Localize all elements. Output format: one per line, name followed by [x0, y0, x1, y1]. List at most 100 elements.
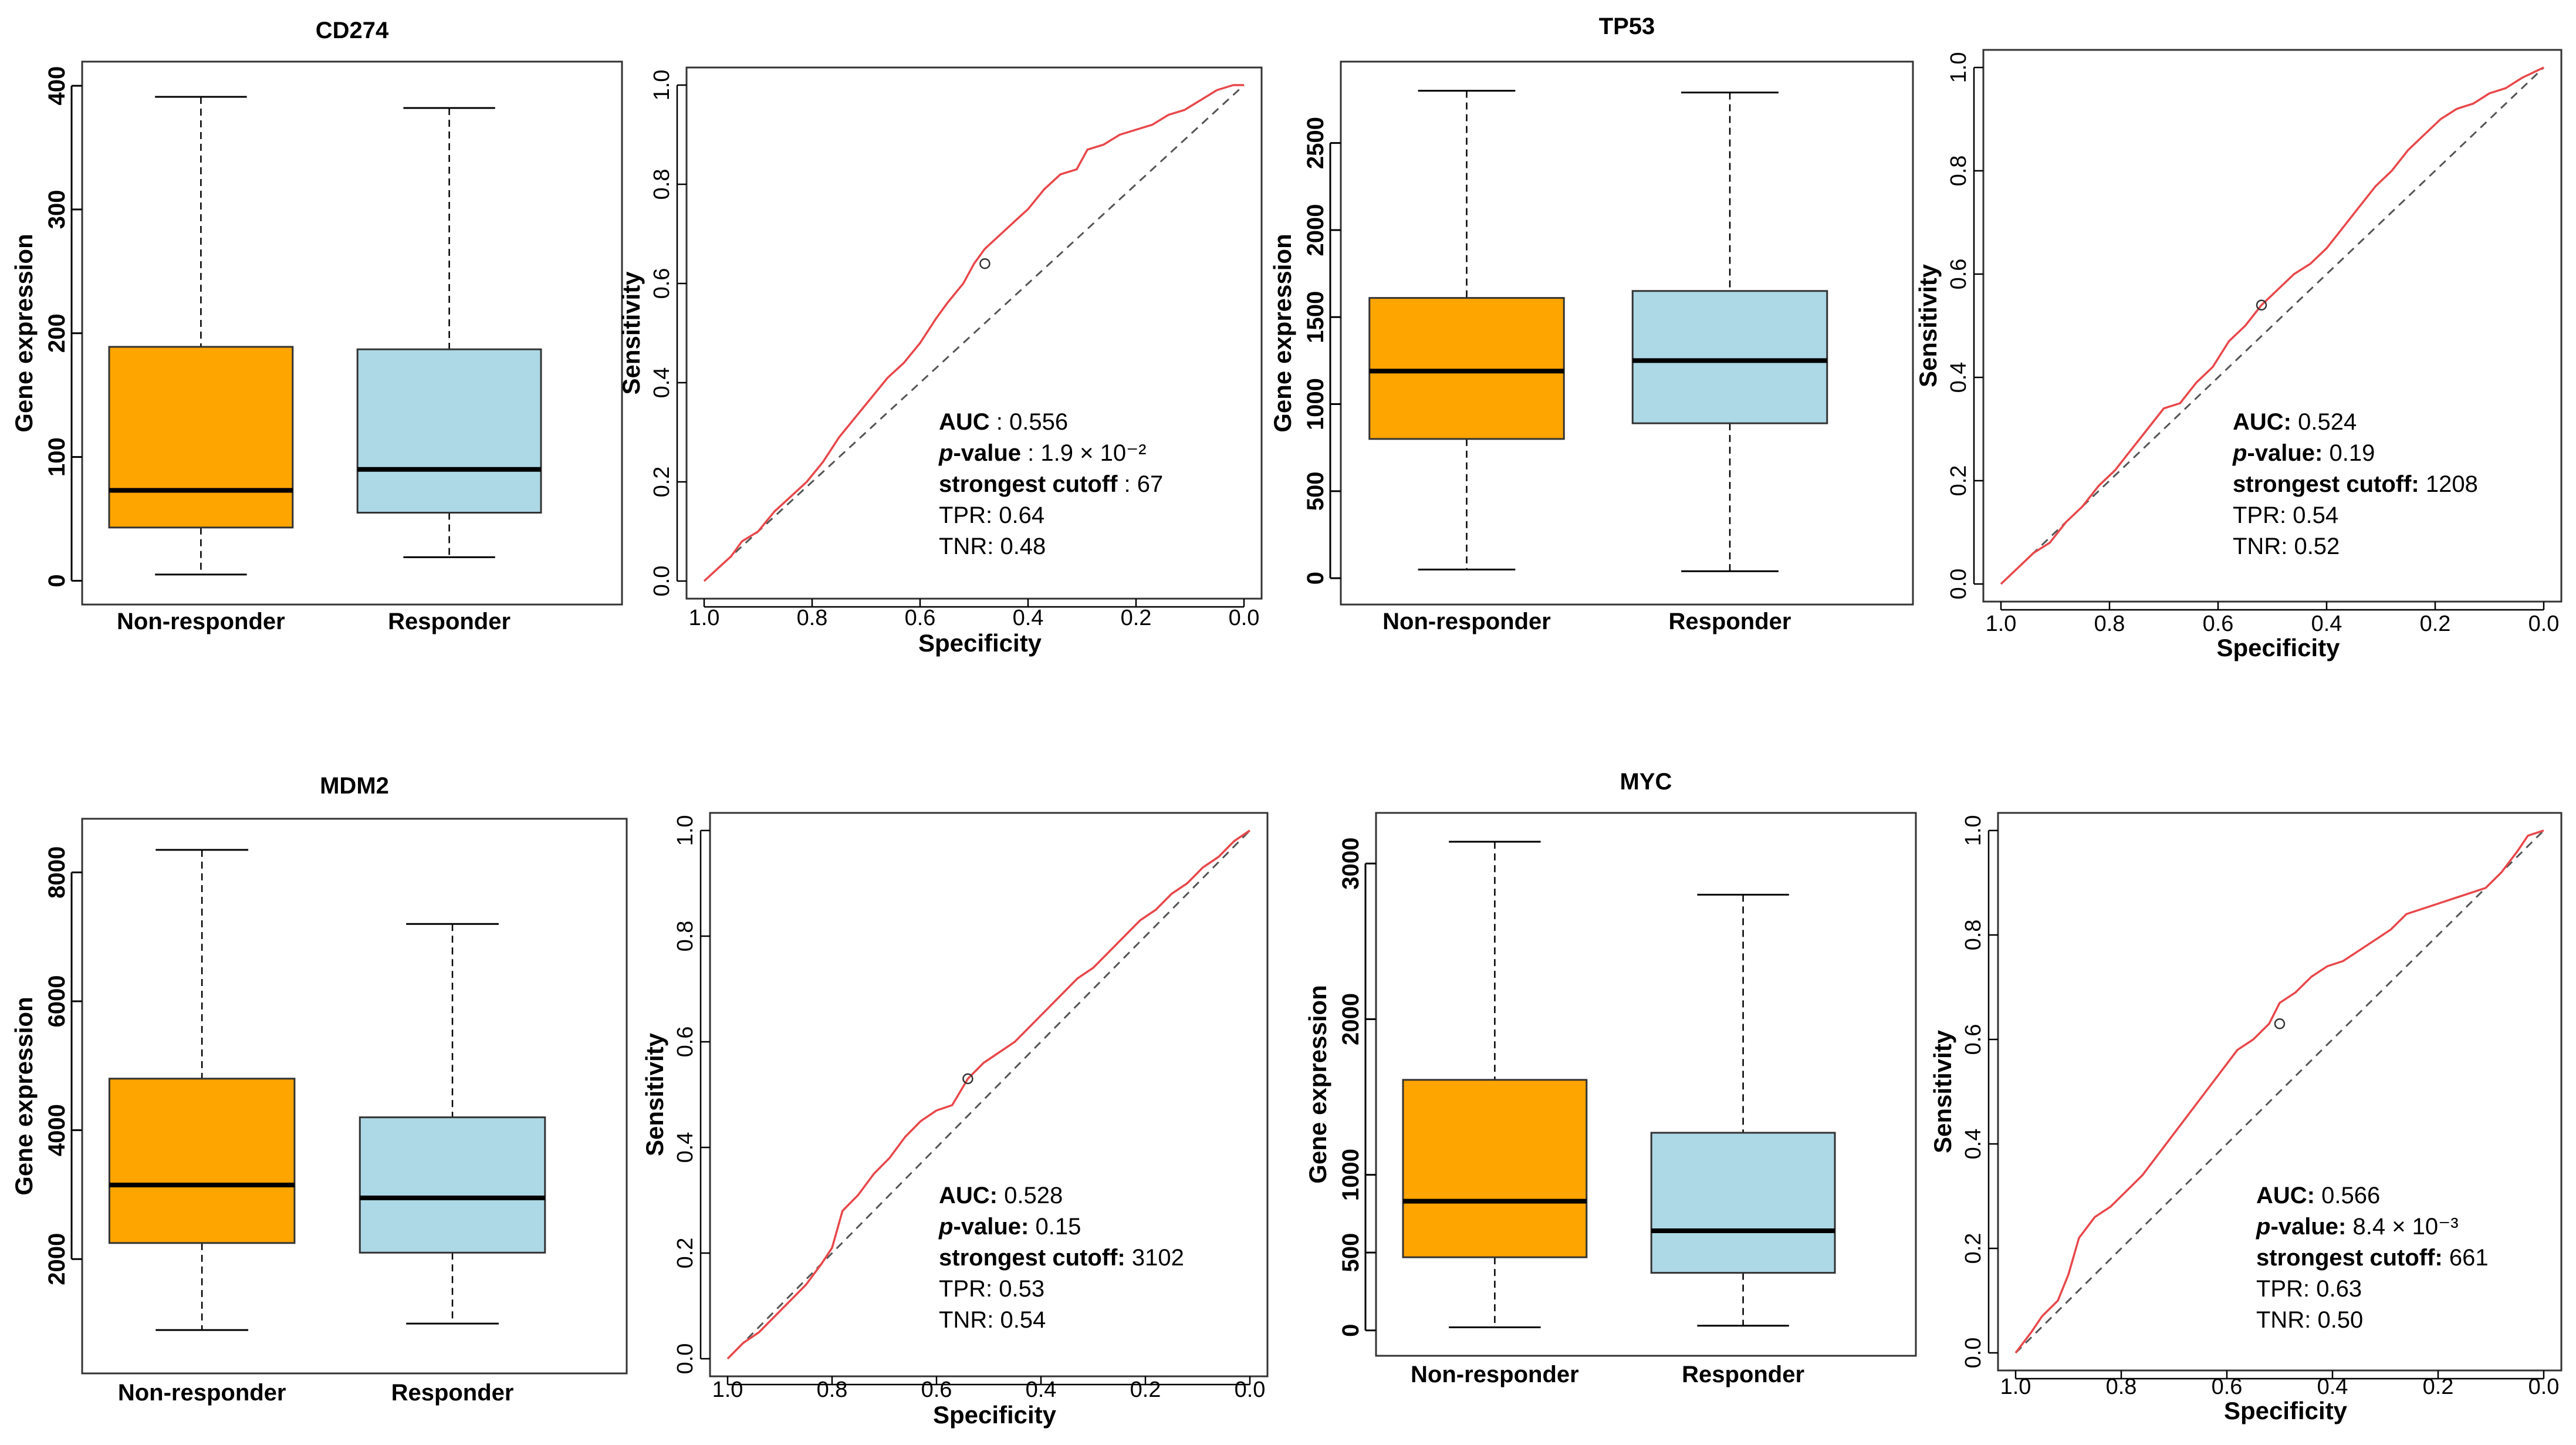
- stat-value: : 0.54: [987, 1307, 1046, 1333]
- y-tick-label: 0.6: [650, 268, 674, 299]
- y-tick-label: 0.2: [650, 467, 674, 498]
- y-tick-label: 0.4: [673, 1132, 698, 1163]
- stat-label: TPR: [2256, 1276, 2303, 1302]
- y-tick-label: 0.6: [1946, 259, 1971, 290]
- stat-line: strongest cutoff: 1208: [2233, 471, 2478, 497]
- y-tick-label: 0.4: [1946, 362, 1971, 393]
- x-tick-label: 0.2: [2420, 612, 2451, 636]
- y-tick-label: 0.6: [1961, 1024, 1986, 1055]
- x-tick-label: 1.0: [1986, 612, 2017, 636]
- stat-line: TPR: 0.63: [2256, 1276, 2362, 1302]
- stat-label: strongest cutoff:: [939, 1245, 1125, 1271]
- x-tick-label: 0.0: [2528, 612, 2560, 636]
- stat-label: strongest cutoff:: [2256, 1245, 2443, 1271]
- box-responder: [359, 1116, 546, 1254]
- y-tick-label: 0.0: [1946, 569, 1971, 600]
- x-tick-label: 1.0: [712, 1378, 743, 1402]
- y-tick-label: 0.8: [1961, 920, 1986, 951]
- y-tick-label: 1.0: [650, 70, 674, 101]
- y-tick-label: 0.8: [673, 921, 698, 952]
- reference-diagonal: [703, 84, 1245, 582]
- stat-line: strongest cutoff: 3102: [939, 1245, 1184, 1271]
- stat-line: p-value: 8.4 × 10⁻³: [2256, 1214, 2459, 1240]
- stat-line: AUC : 0.556: [939, 409, 1068, 435]
- stat-label: TNR: [939, 1307, 987, 1333]
- x-tick-label: 0.4: [2311, 612, 2342, 636]
- y-tick-label: 1500: [1303, 291, 1328, 343]
- y-axis-title: Sensitivity: [1929, 1029, 1956, 1153]
- y-tick-label: 1000: [1303, 378, 1328, 430]
- stat-line: strongest cutoff: 661: [2256, 1245, 2489, 1271]
- stat-line: TNR: 0.48: [939, 534, 1046, 559]
- box-non-responder: [108, 1078, 296, 1244]
- x-axis-title: Specificity: [2216, 634, 2340, 661]
- x-tick-label: 0.6: [2203, 612, 2234, 636]
- y-axis-title: Gene expression: [1269, 234, 1296, 432]
- x-tick-label: 1.0: [689, 606, 720, 630]
- reference-diagonal: [726, 829, 1251, 1360]
- plot-frame: [1997, 812, 2563, 1372]
- y-tick-label: 2000: [1338, 993, 1364, 1045]
- roc-curve: [726, 829, 1250, 1360]
- stat-line: strongest cutoff : 67: [939, 471, 1163, 497]
- y-tick-label: 500: [1338, 1233, 1364, 1272]
- y-tick-label: 400: [44, 66, 70, 106]
- plot-frame: [709, 812, 1269, 1378]
- stat-label-rest: -value:: [2247, 440, 2323, 466]
- x-tick-label: 0.6: [921, 1378, 952, 1402]
- y-tick-label: 0: [44, 574, 70, 587]
- x-axis-title: Specificity: [918, 629, 1042, 657]
- stat-label: p: [2232, 440, 2247, 466]
- roc-myc: 0.00.20.40.60.81.01.0 0.8 0.6 0.4 0.2 0.0Spec…: [1929, 812, 2563, 1424]
- y-tick-label: 300: [44, 190, 70, 229]
- box-non-responder: [1368, 297, 1565, 440]
- stat-line: TNR: 0.50: [2256, 1307, 2363, 1333]
- stat-label: p: [2256, 1214, 2270, 1240]
- y-tick-label: 0.2: [673, 1238, 698, 1269]
- x-tick-label: 0.2: [1130, 1378, 1161, 1402]
- stat-line: TNR: 0.54: [939, 1307, 1046, 1333]
- stat-line: p-value : 1.9 × 10⁻²: [938, 440, 1147, 466]
- x-tick-label: 0.0: [1235, 1378, 1266, 1402]
- stat-value: 0.15: [1029, 1214, 1081, 1240]
- chart-title: TP53: [1599, 13, 1655, 39]
- cutoff-point-marker: [962, 1073, 973, 1085]
- x-tick-label: 0.8: [817, 1378, 848, 1402]
- plot-frame: [1375, 812, 1917, 1357]
- y-axis-title: Gene expression: [1304, 985, 1331, 1183]
- y-axis-title: Sensitivity: [617, 271, 645, 395]
- y-tick-label: 2000: [1303, 204, 1328, 256]
- stat-line: TPR: 0.53: [939, 1276, 1044, 1302]
- stat-label: AUC: [939, 409, 990, 435]
- roc-cd274: 0.0 0.2 0.4 0.6 0.8 1.0 1.0 0.8 0.6 0.4 0.2 0.0 Spec…: [617, 66, 1263, 657]
- category-label: Non-responder: [1382, 609, 1551, 634]
- y-tick-label: 0.8: [1946, 156, 1971, 187]
- stat-value: : 0.64: [986, 502, 1044, 528]
- stat-line: TNR: 0.52: [2233, 534, 2340, 559]
- plot-frame: [685, 66, 1263, 600]
- stat-label: strongest cutoff: [939, 471, 1118, 497]
- y-tick-label: 1.0: [673, 815, 698, 846]
- stat-label-rest: -value:: [953, 1214, 1029, 1240]
- y-tick-label: 2500: [1303, 117, 1328, 169]
- stat-value: 661: [2443, 1245, 2489, 1271]
- x-axis-title: Specificity: [2224, 1397, 2348, 1424]
- y-axis-title: Sensitivity: [641, 1032, 668, 1156]
- stat-label: AUC:: [939, 1183, 998, 1208]
- y-tick-label: 4000: [44, 1104, 70, 1156]
- stat-label: AUC:: [2233, 409, 2291, 435]
- stat-line: AUC: 0.528: [939, 1183, 1063, 1208]
- roc-tp53: 0.0 0.2 0.4 0.6 0.8 1.0 1.0 0.8 0.6 0.4 0.2 0.0 Spec…: [1914, 49, 2563, 661]
- y-tick-label: 1.0: [1961, 815, 1986, 846]
- stat-value: : 0.52: [2281, 534, 2340, 559]
- y-tick-label: 500: [1303, 471, 1328, 511]
- category-label: Responder: [391, 1380, 514, 1406]
- stat-value: 0.524: [2291, 409, 2357, 435]
- stat-label: strongest cutoff:: [2233, 471, 2419, 497]
- y-tick-label: 0.0: [1961, 1338, 1986, 1369]
- stat-value: : 1.9 × 10⁻²: [1021, 440, 1146, 466]
- y-tick-label: 0: [1303, 572, 1328, 585]
- y-tick-label: 0.2: [1961, 1233, 1986, 1264]
- reference-diagonal: [2000, 66, 2545, 585]
